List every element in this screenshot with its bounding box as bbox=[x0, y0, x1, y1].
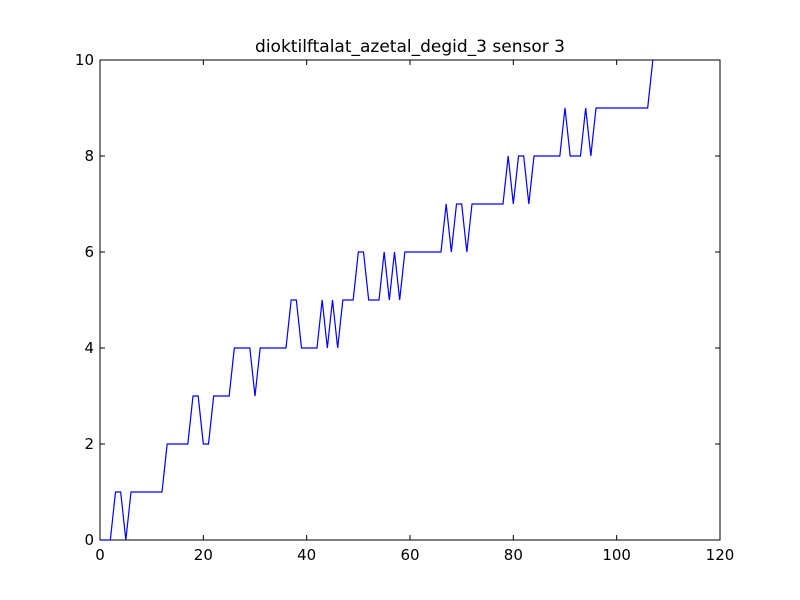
y-tick-label: 8 bbox=[84, 147, 94, 165]
y-tick-label: 2 bbox=[84, 435, 94, 453]
x-tick-label: 120 bbox=[706, 546, 735, 564]
y-tick-label: 6 bbox=[84, 243, 94, 261]
y-tick-label: 10 bbox=[75, 51, 94, 69]
x-tick-label: 80 bbox=[504, 546, 523, 564]
series-group bbox=[100, 59, 654, 541]
axis-tick-labels: 0 20 40 60 80 100 120 0 2 4 6 8 10 bbox=[75, 51, 734, 564]
x-tick-label: 20 bbox=[194, 546, 213, 564]
y-tick-label: 4 bbox=[84, 339, 94, 357]
x-tick-label: 100 bbox=[602, 546, 631, 564]
x-tick-label: 40 bbox=[297, 546, 316, 564]
y-tick-label: 0 bbox=[84, 531, 94, 549]
chart-title: dioktilftalat_azetal_degid_3 sensor 3 bbox=[255, 37, 565, 57]
x-tick-label: 60 bbox=[400, 546, 419, 564]
x-tick-label: 0 bbox=[95, 546, 105, 564]
series-line bbox=[100, 59, 654, 541]
plot-area bbox=[99, 59, 721, 541]
